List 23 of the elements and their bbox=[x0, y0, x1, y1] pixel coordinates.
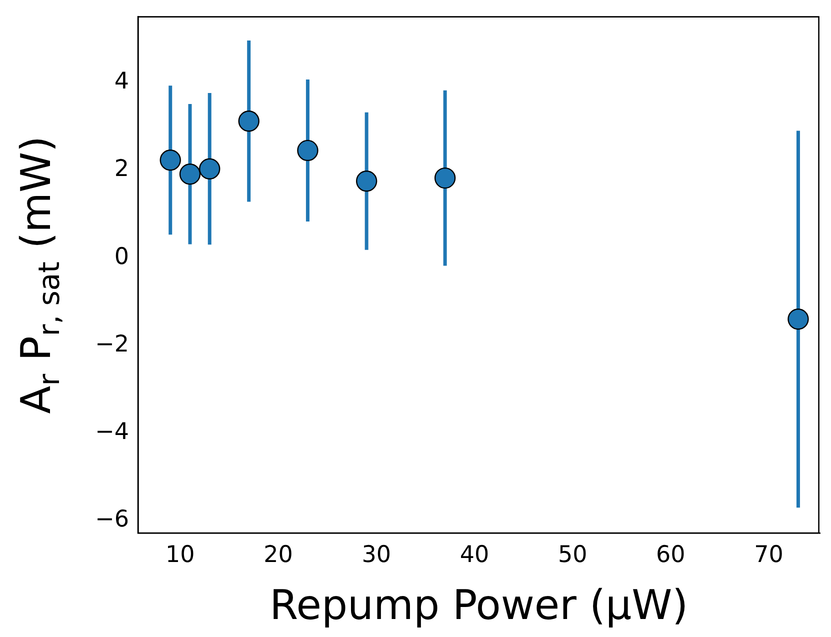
y-tick-label: 2 bbox=[114, 156, 129, 182]
point bbox=[179, 164, 201, 185]
x-tick-label: 60 bbox=[656, 542, 686, 568]
y-tick-label: −4 bbox=[95, 419, 129, 446]
y-axis-title: Ar Pr, sat (mW) bbox=[12, 136, 66, 414]
x-tick-label: 10 bbox=[166, 542, 195, 568]
y-tick-label: −2 bbox=[95, 331, 129, 358]
x-tick-label: 30 bbox=[362, 542, 392, 568]
point bbox=[199, 158, 220, 180]
point bbox=[434, 167, 456, 189]
x-tick-label: 70 bbox=[754, 542, 784, 568]
x-tick-label: 40 bbox=[460, 542, 490, 568]
point bbox=[297, 140, 318, 162]
point bbox=[356, 170, 378, 192]
point bbox=[160, 149, 181, 171]
x-tick-label: 20 bbox=[264, 542, 293, 568]
x-tick-label: 50 bbox=[558, 542, 588, 568]
y-tick-label: 0 bbox=[114, 244, 129, 270]
point bbox=[238, 110, 260, 132]
y-tick-label: 4 bbox=[114, 68, 129, 94]
y-tick-label: −6 bbox=[95, 506, 129, 533]
point bbox=[788, 308, 809, 330]
x-axis-title: Repump Power (µW) bbox=[270, 581, 688, 630]
